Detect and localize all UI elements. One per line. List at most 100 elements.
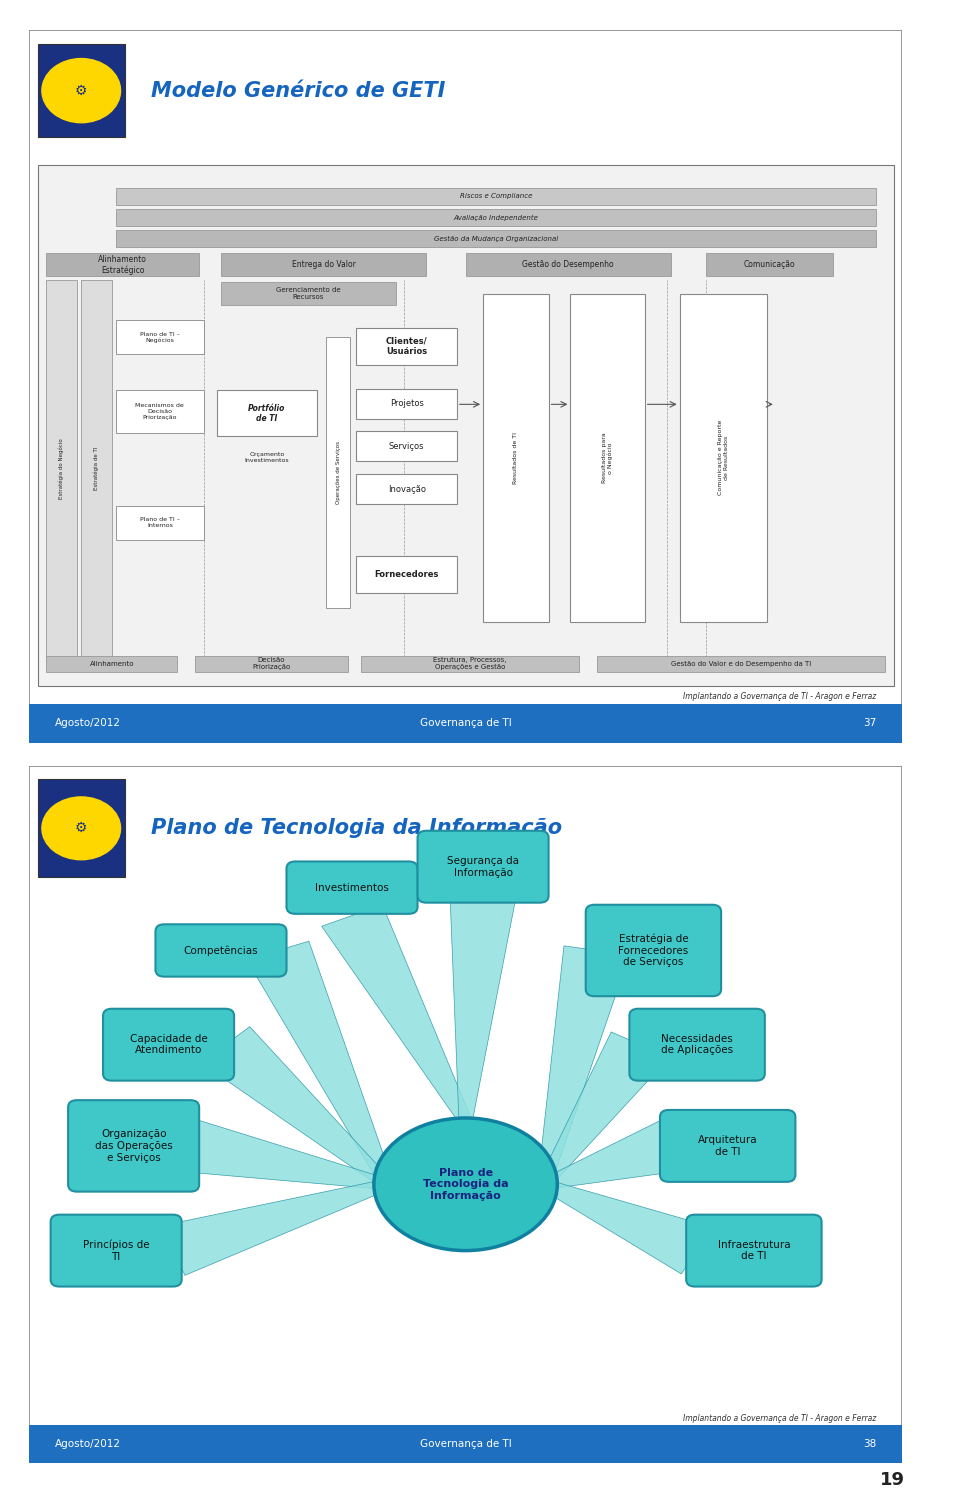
Text: Segurança da
Informação: Segurança da Informação bbox=[447, 856, 519, 878]
Polygon shape bbox=[541, 1180, 713, 1274]
Text: Riscos e Compliance: Riscos e Compliance bbox=[460, 194, 533, 200]
FancyBboxPatch shape bbox=[660, 1109, 796, 1181]
Text: Plano de TI –
Negócios: Plano de TI – Negócios bbox=[140, 332, 180, 344]
Text: Necessidades
de Aplicações: Necessidades de Aplicações bbox=[661, 1034, 733, 1055]
FancyBboxPatch shape bbox=[51, 1214, 181, 1286]
Polygon shape bbox=[182, 1120, 389, 1189]
FancyBboxPatch shape bbox=[586, 905, 721, 997]
Text: Estratégia de
Fornecedores
de Serviços: Estratégia de Fornecedores de Serviços bbox=[618, 934, 688, 967]
FancyBboxPatch shape bbox=[221, 254, 426, 276]
Text: Modelo Genérico de GETI: Modelo Genérico de GETI bbox=[151, 81, 445, 101]
FancyBboxPatch shape bbox=[29, 766, 902, 1463]
Text: Investimentos: Investimentos bbox=[315, 883, 389, 893]
Text: Orçamento
Investimentos: Orçamento Investimentos bbox=[245, 452, 289, 464]
FancyBboxPatch shape bbox=[46, 254, 199, 276]
FancyBboxPatch shape bbox=[116, 188, 876, 204]
FancyBboxPatch shape bbox=[103, 1009, 234, 1081]
Text: Plano de
Tecnologia da
Informação: Plano de Tecnologia da Informação bbox=[422, 1168, 509, 1201]
Text: ⚙: ⚙ bbox=[75, 84, 87, 98]
FancyBboxPatch shape bbox=[37, 779, 125, 877]
FancyBboxPatch shape bbox=[116, 230, 876, 248]
FancyBboxPatch shape bbox=[286, 862, 418, 914]
FancyBboxPatch shape bbox=[597, 656, 885, 672]
Text: Decisão
Priorização: Decisão Priorização bbox=[252, 657, 290, 671]
FancyBboxPatch shape bbox=[356, 329, 457, 365]
FancyBboxPatch shape bbox=[116, 390, 204, 432]
Text: Inovação: Inovação bbox=[388, 485, 425, 494]
FancyBboxPatch shape bbox=[37, 165, 894, 686]
Text: Organização
das Operações
e Serviços: Organização das Operações e Serviços bbox=[95, 1129, 173, 1162]
Polygon shape bbox=[161, 1180, 390, 1276]
Text: Princípios de
TI: Princípios de TI bbox=[83, 1240, 150, 1262]
Text: Mecanismos de
Decisão
Priorização: Mecanismos de Decisão Priorização bbox=[135, 404, 184, 420]
Polygon shape bbox=[539, 1031, 669, 1187]
Polygon shape bbox=[450, 893, 516, 1121]
Polygon shape bbox=[538, 946, 630, 1186]
FancyBboxPatch shape bbox=[466, 254, 671, 276]
FancyBboxPatch shape bbox=[483, 294, 548, 621]
FancyBboxPatch shape bbox=[116, 209, 876, 227]
FancyBboxPatch shape bbox=[29, 30, 902, 743]
FancyBboxPatch shape bbox=[116, 320, 204, 354]
FancyBboxPatch shape bbox=[356, 431, 457, 461]
FancyBboxPatch shape bbox=[325, 336, 350, 608]
Ellipse shape bbox=[373, 1118, 558, 1250]
Text: Resultados para
o Negócio: Resultados para o Negócio bbox=[602, 432, 613, 483]
Polygon shape bbox=[201, 1027, 392, 1187]
Text: 19: 19 bbox=[880, 1471, 905, 1489]
Text: Alinhamento: Alinhamento bbox=[89, 660, 134, 666]
Text: Projetos: Projetos bbox=[390, 399, 423, 408]
FancyBboxPatch shape bbox=[686, 1214, 822, 1286]
Text: Comunicação: Comunicação bbox=[743, 260, 795, 269]
Text: Portfólio
de TI: Portfólio de TI bbox=[249, 404, 285, 423]
FancyBboxPatch shape bbox=[356, 389, 457, 419]
Circle shape bbox=[42, 59, 121, 123]
Text: 37: 37 bbox=[863, 719, 876, 728]
FancyBboxPatch shape bbox=[82, 279, 111, 657]
Text: Fornecedores: Fornecedores bbox=[374, 570, 439, 579]
FancyBboxPatch shape bbox=[680, 294, 767, 621]
Text: Arquitetura
de TI: Arquitetura de TI bbox=[698, 1135, 757, 1157]
FancyBboxPatch shape bbox=[361, 656, 579, 672]
FancyBboxPatch shape bbox=[221, 282, 396, 305]
Polygon shape bbox=[322, 905, 471, 1124]
FancyBboxPatch shape bbox=[418, 830, 548, 902]
Text: Estrutura, Processos,
Operações e Gestão: Estrutura, Processos, Operações e Gestão bbox=[433, 657, 507, 671]
Text: Entrega do Valor: Entrega do Valor bbox=[292, 260, 355, 269]
FancyBboxPatch shape bbox=[630, 1009, 765, 1081]
Text: Implantando a Governança de TI - Aragon e Ferraz: Implantando a Governança de TI - Aragon … bbox=[683, 692, 876, 701]
Text: Estratégia do Negócio: Estratégia do Negócio bbox=[59, 438, 64, 498]
Text: Gestão da Mudança Organizacional: Gestão da Mudança Organizacional bbox=[434, 236, 559, 242]
Text: Resultados de TI: Resultados de TI bbox=[514, 432, 518, 483]
FancyBboxPatch shape bbox=[570, 294, 645, 621]
Text: Gerenciamento de
Recursos: Gerenciamento de Recursos bbox=[276, 287, 341, 300]
FancyBboxPatch shape bbox=[46, 656, 178, 672]
Circle shape bbox=[42, 797, 121, 860]
Polygon shape bbox=[541, 1121, 683, 1189]
Text: Avaliação Independente: Avaliação Independente bbox=[454, 215, 539, 221]
FancyBboxPatch shape bbox=[29, 704, 902, 743]
Text: Competências: Competências bbox=[183, 946, 258, 956]
Polygon shape bbox=[247, 941, 394, 1186]
Text: Implantando a Governança de TI - Aragon e Ferraz: Implantando a Governança de TI - Aragon … bbox=[683, 1414, 876, 1423]
Text: Alinhamento
Estratégico: Alinhamento Estratégico bbox=[98, 255, 147, 275]
Text: Agosto/2012: Agosto/2012 bbox=[55, 1439, 121, 1450]
FancyBboxPatch shape bbox=[116, 506, 204, 540]
FancyBboxPatch shape bbox=[356, 557, 457, 593]
Text: Gestão do Desempenho: Gestão do Desempenho bbox=[522, 260, 614, 269]
Text: 38: 38 bbox=[863, 1439, 876, 1450]
Text: Capacidade de
Atendimento: Capacidade de Atendimento bbox=[130, 1034, 207, 1055]
FancyBboxPatch shape bbox=[29, 1424, 902, 1463]
Text: Governança de TI: Governança de TI bbox=[420, 719, 512, 728]
FancyBboxPatch shape bbox=[706, 254, 832, 276]
Text: Clientes/
Usuários: Clientes/ Usuários bbox=[386, 336, 427, 356]
FancyBboxPatch shape bbox=[68, 1100, 199, 1192]
FancyBboxPatch shape bbox=[195, 656, 348, 672]
FancyBboxPatch shape bbox=[356, 474, 457, 504]
FancyBboxPatch shape bbox=[37, 45, 125, 137]
Text: Infraestrutura
de TI: Infraestrutura de TI bbox=[717, 1240, 790, 1261]
FancyBboxPatch shape bbox=[217, 390, 317, 437]
Text: Plano de Tecnologia da Informação: Plano de Tecnologia da Informação bbox=[151, 818, 563, 839]
Text: Serviços: Serviços bbox=[389, 441, 424, 450]
Text: Comunicação e Reporte
de Resultados: Comunicação e Reporte de Resultados bbox=[718, 420, 729, 495]
